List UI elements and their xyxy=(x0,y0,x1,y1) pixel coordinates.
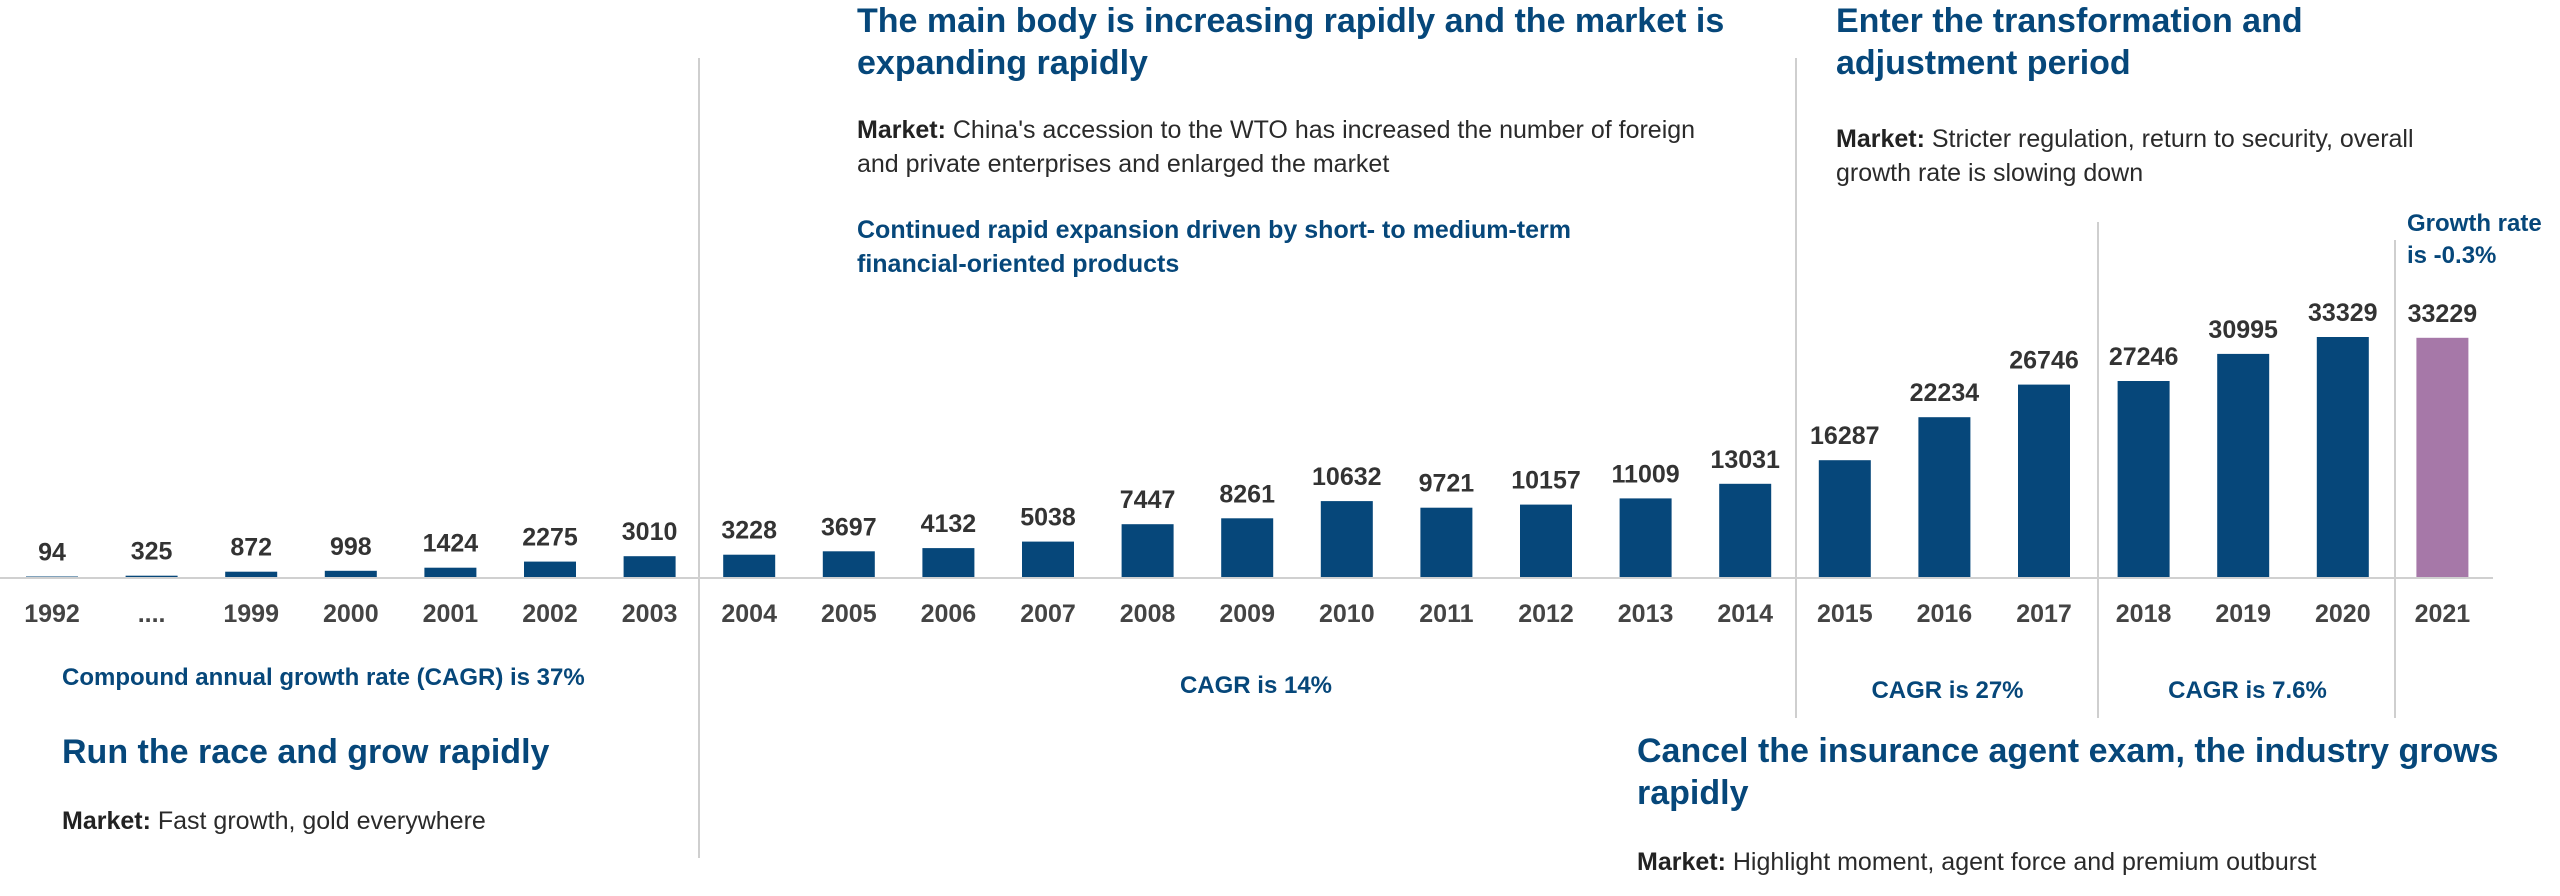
tick-label-2000: 2000 xyxy=(323,600,379,628)
tick-label-2017: 2017 xyxy=(2016,600,2072,628)
value-label-2005: 3697 xyxy=(821,513,877,541)
market-phase4: Market: Stricter regulation, return to s… xyxy=(1836,122,2436,190)
tick-label-2020: 2020 xyxy=(2315,600,2371,628)
cagr-phase3: CAGR is 27% xyxy=(1871,677,2024,704)
bar-2008 xyxy=(1121,524,1174,578)
value-label-2019: 30995 xyxy=(2208,316,2278,344)
bar-2021 xyxy=(2416,337,2469,578)
value-label-2020: 33329 xyxy=(2308,299,2378,327)
bar-2016 xyxy=(1918,417,1971,578)
value-label-2016: 22234 xyxy=(1910,379,1980,407)
cagr-phase2: CAGR is 14% xyxy=(1179,672,1333,699)
growth-2021-note: Growth rate is -0.3% xyxy=(2407,210,2542,269)
value-label-2000: 998 xyxy=(330,533,372,561)
value-label-2010: 10632 xyxy=(1312,463,1382,491)
tick-label-2003: 2003 xyxy=(622,600,678,628)
tick-label-2018: 2018 xyxy=(2116,600,2172,628)
tick-label-2016: 2016 xyxy=(1917,600,1973,628)
tick-label-2008: 2008 xyxy=(1120,600,1176,628)
market-label: Market: xyxy=(62,807,151,835)
bar-2001 xyxy=(424,567,477,578)
bar-2020 xyxy=(2316,337,2369,578)
tick-label-2012: 2012 xyxy=(1518,600,1574,628)
tick-label-2007: 2007 xyxy=(1020,600,1076,628)
bar-2011 xyxy=(1420,507,1473,578)
market-phase1: Market: Fast growth, gold everywhere xyxy=(62,804,702,838)
market-text: China's accession to the WTO has increas… xyxy=(857,116,1696,178)
value-label-2001: 1424 xyxy=(423,530,479,558)
market-phase2: Market: China's accession to the WTO has… xyxy=(857,113,1717,181)
bar-2010 xyxy=(1320,501,1373,578)
bar-2006 xyxy=(922,548,975,578)
bar-2000 xyxy=(324,570,377,578)
cagr-phase4: CAGR is 7.6% xyxy=(2168,677,2327,704)
bar-2013 xyxy=(1619,498,1672,578)
heading-phase3: Cancel the insurance agent exam, the ind… xyxy=(1637,732,2499,812)
value-label-1999: 872 xyxy=(230,534,272,562)
heading-phase4: Enter the transformation and adjustment … xyxy=(1836,2,2303,82)
bar-2017 xyxy=(2018,384,2070,578)
tick-label-2011: 2011 xyxy=(1419,600,1473,628)
tick-label-2005: 2005 xyxy=(821,600,877,628)
value-label-2012: 10157 xyxy=(1511,467,1581,495)
tick-label-1999: 1999 xyxy=(223,600,279,628)
value-label-2014: 13031 xyxy=(1710,446,1780,474)
bar-2003 xyxy=(623,556,676,578)
market-label: Market: xyxy=(857,116,946,144)
value-label-2006: 4132 xyxy=(921,510,977,538)
market-label: Market: xyxy=(1836,125,1925,153)
tick-label-2013: 2013 xyxy=(1618,600,1674,628)
value-label-2009: 8261 xyxy=(1219,480,1275,508)
tick-label-2002: 2002 xyxy=(522,600,578,628)
note-phase2: Continued rapid expansion driven by shor… xyxy=(857,216,1571,278)
value-label-2003: 3010 xyxy=(622,518,678,546)
tick-label-2014: 2014 xyxy=(1717,600,1773,628)
tick-label-2009: 2009 xyxy=(1219,600,1275,628)
cagr-phase1: Compound annual growth rate (CAGR) is 37… xyxy=(62,664,585,691)
tick-label-2001: 2001 xyxy=(423,600,479,628)
value-label-1992: 94 xyxy=(38,539,66,567)
value-label-2002: 2275 xyxy=(522,524,578,552)
market-text: Highlight moment, agent force and premiu… xyxy=(1725,848,2317,876)
tick-label-2021: 2021 xyxy=(2415,600,2471,628)
bar-2012 xyxy=(1520,504,1572,578)
market-phase3: Market: Highlight moment, agent force an… xyxy=(1637,845,2517,879)
value-label-2013: 11009 xyxy=(1612,460,1680,488)
bar-2009 xyxy=(1221,518,1274,578)
bar-2015 xyxy=(1818,460,1871,578)
bar-1999 xyxy=(225,571,278,578)
value-label-2008: 7447 xyxy=(1120,486,1176,514)
value-label-2004: 3228 xyxy=(721,517,777,545)
value-label-2007: 5038 xyxy=(1020,504,1076,532)
value-label-2015: 16287 xyxy=(1810,422,1880,450)
bar-.... xyxy=(125,575,178,578)
tick-label-2015: 2015 xyxy=(1817,600,1873,628)
market-text: Fast growth, gold everywhere xyxy=(150,807,486,835)
market-text: Stricter regulation, return to security,… xyxy=(1836,125,2414,187)
tick-label-2019: 2019 xyxy=(2215,600,2271,628)
value-label-....: 325 xyxy=(131,538,173,566)
heading-phase1: Run the race and grow rapidly xyxy=(62,733,550,771)
value-label-2021: 33229 xyxy=(2408,300,2478,328)
heading-phase2: The main body is increasing rapidly and … xyxy=(857,2,1725,82)
bar-2018 xyxy=(2117,381,2170,578)
bar-2014 xyxy=(1719,483,1772,578)
bar-2002 xyxy=(524,561,576,578)
bar-2004 xyxy=(723,554,776,578)
tick-label-1992: 1992 xyxy=(24,600,80,628)
market-label: Market: xyxy=(1637,848,1726,876)
bar-2007 xyxy=(1022,541,1074,578)
bar-2019 xyxy=(2217,353,2270,578)
tick-label-2004: 2004 xyxy=(721,600,777,628)
tick-label-2006: 2006 xyxy=(921,600,977,628)
bar-2005 xyxy=(822,551,875,578)
value-label-2018: 27246 xyxy=(2109,343,2179,371)
value-label-2011: 9721 xyxy=(1419,470,1475,498)
tick-label-2010: 2010 xyxy=(1319,600,1375,628)
tick-label-....: .... xyxy=(138,600,166,628)
value-label-2017: 26746 xyxy=(2009,347,2079,375)
